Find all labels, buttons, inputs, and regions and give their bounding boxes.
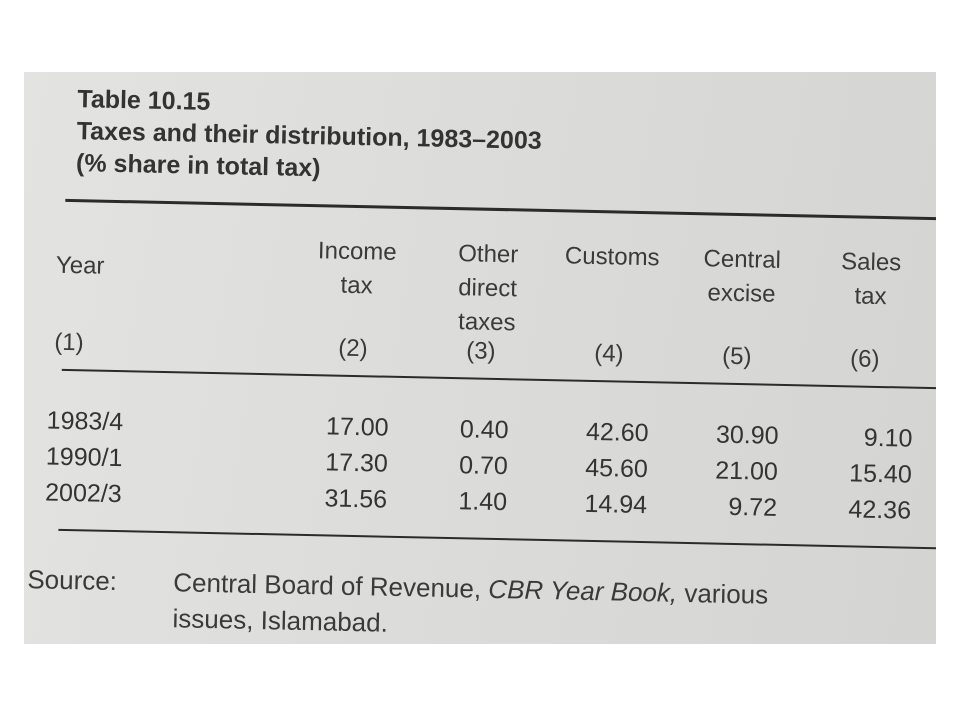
source-text-line2: issues, Islamabad. bbox=[172, 603, 389, 638]
header-central-excise: Central excise bbox=[703, 245, 782, 308]
row-2002-customs: 14.94 bbox=[584, 489, 648, 520]
header-central-excise-number: (5) bbox=[721, 342, 752, 371]
row-1990-year: 1990/1 bbox=[45, 442, 123, 473]
bottom-rule bbox=[58, 528, 936, 550]
row-1990-sales-tax: 15.40 bbox=[848, 459, 913, 489]
row-2002-year: 2002/3 bbox=[44, 478, 122, 509]
header-other-direct-taxes-number: (3) bbox=[465, 337, 496, 365]
table-block: Table 10.15 Taxes and their distribution… bbox=[24, 72, 936, 644]
row-2002-central-excise: 9.72 bbox=[728, 492, 778, 522]
row-1983-year: 1983/4 bbox=[46, 406, 124, 437]
row-2002-income-tax: 31.56 bbox=[324, 484, 388, 514]
header-income-tax-number: (2) bbox=[338, 334, 368, 363]
row-1983-sales-tax: 9.10 bbox=[863, 423, 913, 453]
header-year: Year bbox=[55, 251, 105, 280]
row-1983-other-direct: 0.40 bbox=[459, 415, 509, 445]
header-customs: Customs bbox=[564, 242, 660, 272]
table-label: Table 10.15 bbox=[77, 85, 211, 116]
header-sales-tax-number: (6) bbox=[849, 345, 880, 373]
header-rule bbox=[61, 368, 936, 390]
row-1990-customs: 45.60 bbox=[584, 453, 649, 484]
row-1983-central-excise: 30.90 bbox=[715, 420, 779, 450]
row-1983-income-tax: 17.00 bbox=[325, 412, 389, 442]
source-label: Source: bbox=[27, 564, 118, 597]
header-customs-number: (4) bbox=[593, 340, 624, 368]
table-subtitle: (% share in total tax) bbox=[75, 149, 321, 183]
book-page-photo: Table 10.15 Taxes and their distribution… bbox=[24, 72, 936, 644]
row-2002-sales-tax: 42.36 bbox=[848, 495, 912, 525]
header-year-number: (1) bbox=[54, 328, 84, 357]
header-sales-tax: Sales tax bbox=[840, 248, 902, 311]
header-income-tax: Income tax bbox=[317, 237, 397, 300]
top-rule bbox=[65, 198, 936, 221]
row-1983-customs: 42.60 bbox=[585, 417, 649, 448]
row-1990-income-tax: 17.30 bbox=[325, 448, 389, 478]
header-other-direct-taxes: Other direct taxes bbox=[457, 240, 519, 337]
row-1990-central-excise: 21.00 bbox=[714, 456, 779, 486]
row-1990-other-direct: 0.70 bbox=[458, 451, 509, 481]
row-2002-other-direct: 1.40 bbox=[458, 487, 508, 517]
